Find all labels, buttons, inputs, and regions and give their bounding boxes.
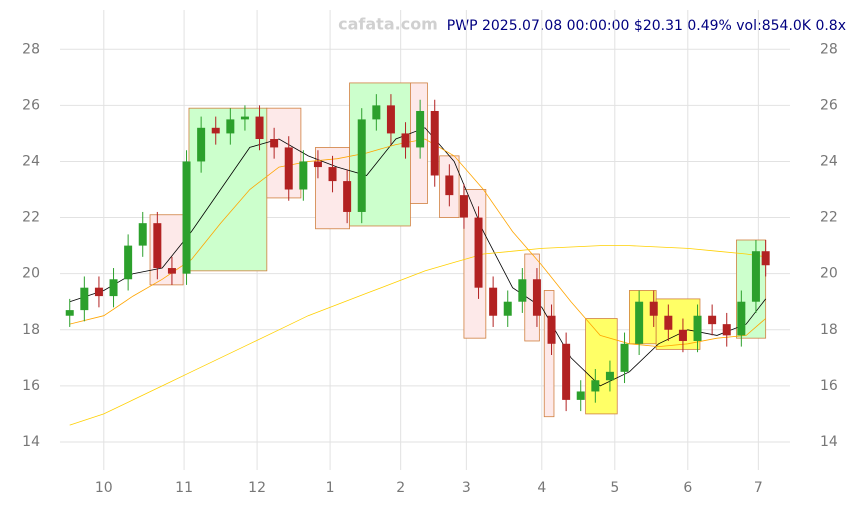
x-tick-label: 7	[754, 480, 763, 496]
candle-body	[445, 175, 454, 196]
candle-body	[284, 147, 293, 190]
candle-body	[401, 133, 410, 148]
candle-body	[372, 105, 381, 120]
candle-body	[416, 110, 425, 148]
candle-body	[240, 116, 249, 120]
moving-average	[69, 245, 766, 426]
x-tick-label: 12	[248, 480, 266, 496]
candle-body	[255, 116, 264, 140]
candle-body	[649, 301, 658, 316]
y-tick-label: 26	[22, 97, 40, 113]
candle-body	[576, 391, 585, 400]
candle-body	[751, 251, 760, 302]
y-tick-label-right: 24	[820, 153, 838, 169]
candle-body	[678, 329, 687, 341]
candle-body	[197, 127, 206, 162]
y-tick-label: 18	[22, 322, 40, 338]
candle-body	[182, 161, 191, 274]
candle-body	[474, 217, 483, 288]
candle-body	[313, 161, 322, 168]
candle-body	[80, 287, 89, 311]
candle-body	[328, 167, 337, 182]
candle-body	[124, 245, 133, 280]
x-tick-label: 11	[175, 480, 193, 496]
x-tick-label: 2	[396, 480, 405, 496]
candle-body	[708, 315, 717, 325]
candle-body	[65, 310, 74, 316]
candle-body	[211, 127, 220, 134]
candle-body	[503, 301, 512, 316]
x-tick-label: 3	[462, 480, 471, 496]
y-tick-label-right: 26	[820, 97, 838, 113]
candle-body	[547, 315, 556, 344]
y-tick-label-right: 22	[820, 210, 838, 226]
y-tick-label: 24	[22, 153, 40, 169]
candle-body	[761, 251, 770, 266]
y-tick-label-right: 28	[820, 41, 838, 57]
candle-body	[459, 195, 468, 218]
y-tick-label-right: 14	[820, 434, 838, 450]
range-box	[585, 318, 618, 415]
candle-body	[605, 371, 614, 381]
candle-body	[489, 287, 498, 316]
y-tick-label-right: 18	[820, 322, 838, 338]
moving-average	[69, 127, 767, 387]
candle-body	[299, 161, 308, 190]
candle-body	[386, 105, 395, 134]
range-box	[266, 107, 302, 199]
candle-body	[226, 119, 235, 134]
candle-body	[620, 343, 629, 372]
x-tick-label: 5	[610, 480, 619, 496]
x-tick-label: 10	[95, 480, 113, 496]
candle-body	[357, 119, 366, 212]
range-box	[188, 107, 268, 272]
y-tick-label-right: 20	[820, 266, 838, 282]
x-tick-label: 6	[683, 480, 692, 496]
range-box	[543, 290, 555, 418]
candle-body	[722, 324, 731, 336]
candle-body	[138, 223, 147, 246]
candle-body	[635, 301, 644, 344]
candle-body	[518, 279, 527, 302]
candle-body	[167, 268, 176, 274]
y-tick-label: 22	[22, 210, 40, 226]
candle-body	[109, 279, 118, 297]
candle-body	[737, 301, 746, 336]
y-tick-label: 16	[22, 378, 40, 394]
watermark: cafata.com	[338, 15, 438, 34]
candle-body	[532, 279, 541, 316]
y-tick-label: 28	[22, 41, 40, 57]
candle-body	[94, 287, 103, 297]
y-tick-label: 14	[22, 434, 40, 450]
candle-body	[270, 139, 279, 148]
range-box	[655, 298, 701, 350]
chart-title: PWP 2025.07.08 00:00:00 $20.31 0.49% vol…	[447, 18, 846, 34]
candle-body	[562, 343, 571, 400]
candle-body	[430, 110, 439, 176]
y-tick-label-right: 16	[820, 378, 838, 394]
candle-body	[153, 223, 162, 269]
x-tick-label: 1	[326, 480, 335, 496]
candle-body	[343, 181, 352, 212]
x-tick-label: 4	[537, 480, 546, 496]
candle-body	[664, 315, 673, 330]
candle-body	[591, 380, 600, 392]
moving-average	[69, 138, 766, 348]
candle-body	[693, 315, 702, 341]
y-tick-label: 20	[22, 266, 40, 282]
